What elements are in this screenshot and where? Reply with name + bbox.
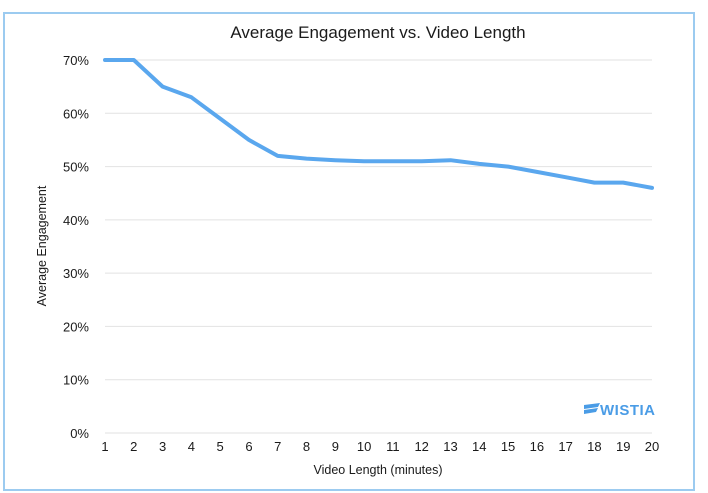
y-tick-label: 10% [63,373,89,388]
wistia-logo-text: WISTIA [600,402,656,419]
x-tick-label: 7 [274,439,281,454]
x-tick-label: 18 [587,439,601,454]
wistia-logo-icon [584,403,600,414]
x-tick-label: 12 [414,439,428,454]
chart-title: Average Engagement vs. Video Length [230,23,525,42]
x-tick-label: 2 [130,439,137,454]
x-tick-label: 6 [245,439,252,454]
x-tick-label: 19 [616,439,630,454]
x-tick-label: 3 [159,439,166,454]
grid-lines [105,59,652,434]
x-tick-label: 10 [357,439,371,454]
x-tick-label: 15 [501,439,515,454]
x-tick-label: 16 [530,439,544,454]
x-tick-label: 9 [332,439,339,454]
y-tick-label: 0% [70,426,89,441]
y-tick-label: 70% [63,53,89,68]
y-tick-label: 50% [63,160,89,175]
y-tick-label: 40% [63,213,89,228]
x-axis-label: Video Length (minutes) [313,463,442,477]
x-tick-label: 14 [472,439,486,454]
y-tick-label: 30% [63,266,89,281]
x-tick-label: 17 [558,439,572,454]
chart-frame [3,12,695,491]
x-tick-label: 11 [386,439,400,454]
x-tick-label: 13 [443,439,457,454]
series-line [103,58,654,190]
y-tick-labels: 0% 10% 20% 30% 40% 50% 60% 70% [63,53,89,441]
y-tick-label: 20% [63,319,89,334]
x-tick-label: 1 [101,439,108,454]
x-tick-label: 4 [188,439,195,454]
wistia-logo: WISTIA [584,402,656,419]
x-tick-label: 8 [303,439,310,454]
y-tick-label: 60% [63,106,89,121]
x-tick-label: 5 [217,439,224,454]
x-tick-labels: 1 2 3 4 5 6 7 8 9 10 11 12 13 14 15 16 17 18 19 20 [101,439,659,454]
series-layer [103,58,654,190]
x-tick-label: 20 [645,439,659,454]
y-axis-label: Average Engagement [35,185,49,306]
